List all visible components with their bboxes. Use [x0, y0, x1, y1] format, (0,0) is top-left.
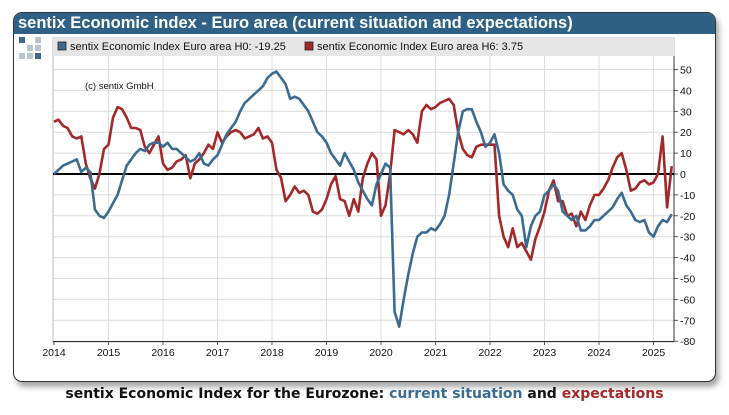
y-tick-label: -40	[680, 253, 695, 265]
y-tick-label: -80	[680, 336, 695, 348]
y-tick-label: 30	[680, 106, 692, 118]
series-lines	[53, 70, 673, 328]
legend-label-h6: sentix Economic Index Euro area H6: 3.75	[317, 41, 523, 53]
x-tick-label: 2025	[642, 347, 666, 359]
caption-prefix: sentix Economic Index for the Eurozone:	[65, 386, 390, 402]
legend-bar	[53, 38, 674, 56]
x-tick-label: 2022	[478, 347, 502, 359]
copyright-note: (c) sentix GmbH	[85, 81, 154, 92]
axes: 50 40 30 20 10 0 -10 -20 -30 -40 -50 -60 -70 -80 2014 2…	[42, 56, 695, 359]
x-tick-label: 2016	[151, 347, 175, 359]
y-tick-label: 40	[680, 85, 692, 97]
h0-current-situation-line	[53, 70, 673, 328]
chart-caption: sentix Economic Index for the Eurozone: …	[0, 386, 729, 402]
y-tick-label: -70	[680, 315, 695, 327]
legend-swatch-h0	[57, 41, 67, 51]
caption-and: and	[522, 386, 562, 402]
x-tick-label: 2023	[533, 347, 557, 359]
panel-title: sentix Economic index - Euro area (curre…	[14, 13, 715, 34]
caption-expectations: expectations	[561, 386, 664, 402]
y-tick-label: -30	[680, 232, 695, 244]
x-tick-label: 2018	[260, 347, 284, 359]
y-tick-label: 50	[680, 65, 692, 77]
x-tick-label: 2019	[315, 347, 339, 359]
x-tick-label: 2014	[42, 347, 66, 359]
legend-label-h0: sentix Economic Index Euro area H0: -19.…	[70, 41, 286, 53]
h6-expectations-line	[53, 97, 673, 262]
grid	[53, 56, 674, 342]
y-tick-label: 20	[680, 127, 692, 139]
legend: sentix Economic Index Euro area H0: -19.…	[57, 41, 523, 53]
legend-swatch-h6	[304, 41, 314, 51]
y-tick-label: -20	[680, 211, 695, 223]
caption-current-situation: current situation	[389, 386, 523, 402]
x-tick-label: 2021	[424, 347, 448, 359]
x-tick-label: 2017	[206, 347, 230, 359]
sentix-logo-icon	[19, 37, 41, 59]
y-tick-label: -10	[680, 190, 695, 202]
y-tick-label: 0	[680, 169, 686, 181]
x-tick-label: 2024	[587, 347, 611, 359]
x-tick-label: 2020	[369, 347, 393, 359]
y-tick-label: 10	[680, 148, 692, 160]
x-tick-label: 2015	[97, 347, 121, 359]
y-tick-label: -60	[680, 294, 695, 306]
y-tick-label: -50	[680, 274, 695, 286]
